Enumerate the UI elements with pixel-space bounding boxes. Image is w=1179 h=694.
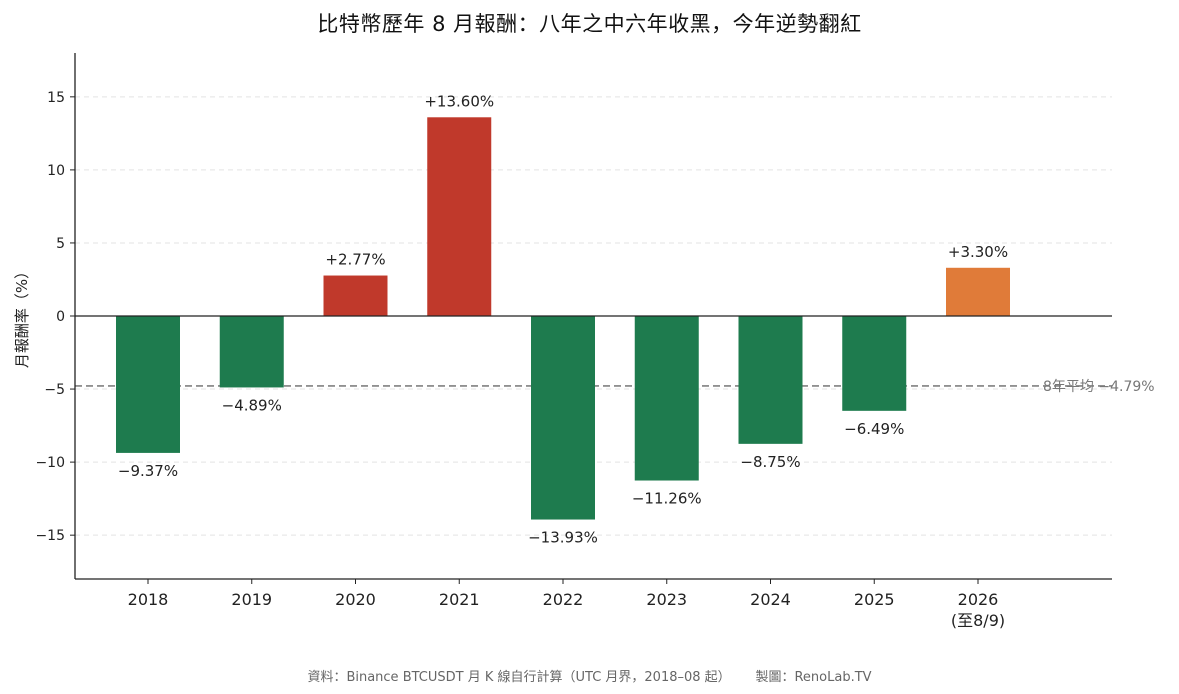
x-tick-sublabel: (至8/9)	[951, 611, 1005, 630]
labels: −9.37% −4.89% +2.77% +13.60% −13.93% −11.26% −…	[118, 92, 1008, 546]
credit-note: 製圖：RenoLab.TV	[755, 670, 872, 685]
y-tick-label: 10	[47, 163, 65, 179]
y-tick-label: −15	[35, 528, 65, 544]
y-tick-label: 5	[56, 236, 65, 252]
data-label-2025: −6.49%	[844, 420, 904, 438]
bar-2024	[738, 316, 803, 444]
bar-2026	[946, 267, 1010, 316]
data-label-2026: +3.30%	[948, 243, 1008, 261]
data-label-2018: −9.37%	[118, 462, 178, 480]
bars	[116, 117, 1010, 520]
bar-2020	[323, 275, 388, 316]
x-tick-label-2019: 2019	[231, 590, 272, 609]
bar-2018	[116, 316, 180, 453]
y-tick-label: 15	[47, 90, 65, 106]
bar-2021	[427, 117, 492, 317]
bar-2023	[634, 316, 699, 481]
x-tick-label-2025: 2025	[854, 590, 895, 609]
bar-2022	[531, 316, 595, 520]
x-tick-label-2026: 2026	[958, 590, 999, 609]
bar-2019	[219, 316, 284, 388]
x-tick-label-2022: 2022	[543, 590, 584, 609]
x-tick-label-2020: 2020	[335, 590, 376, 609]
average-label: 8年平均 −4.79%	[1043, 379, 1155, 395]
data-label-2022: −13.93%	[528, 529, 598, 547]
data-label-2019: −4.89%	[222, 396, 282, 414]
axes: −15 −10 −5 0 5 10 15 2018 2019 2020 2021 2022 2023 20…	[13, 53, 1112, 630]
data-label-2023: −11.26%	[632, 490, 702, 508]
chart-footer: 資料：Binance BTCUSDT 月 K 線自行計算（UTC 月界，2018…	[0, 666, 1179, 685]
grid-lines	[75, 96, 1112, 536]
y-tick-label: 0	[56, 309, 65, 325]
x-tick-label-2018: 2018	[128, 590, 169, 609]
y-axis-title: 月報酬率（%）	[13, 264, 31, 368]
y-tick-label: −5	[44, 382, 65, 398]
data-label-2020: +2.77%	[325, 251, 385, 269]
y-tick-label: −10	[35, 455, 65, 471]
x-tick-label-2023: 2023	[646, 590, 687, 609]
source-note: 資料：Binance BTCUSDT 月 K 線自行計算（UTC 月界，2018…	[307, 670, 731, 685]
data-label-2024: −8.75%	[740, 453, 800, 471]
chart-title: 比特幣歷年 8 月報酬：八年之中六年收黑，今年逆勢翻紅	[317, 12, 862, 36]
bar-2025	[842, 316, 907, 411]
x-tick-label-2024: 2024	[750, 590, 791, 609]
data-label-2021: +13.60%	[424, 92, 494, 110]
x-tick-label-2021: 2021	[439, 590, 480, 609]
